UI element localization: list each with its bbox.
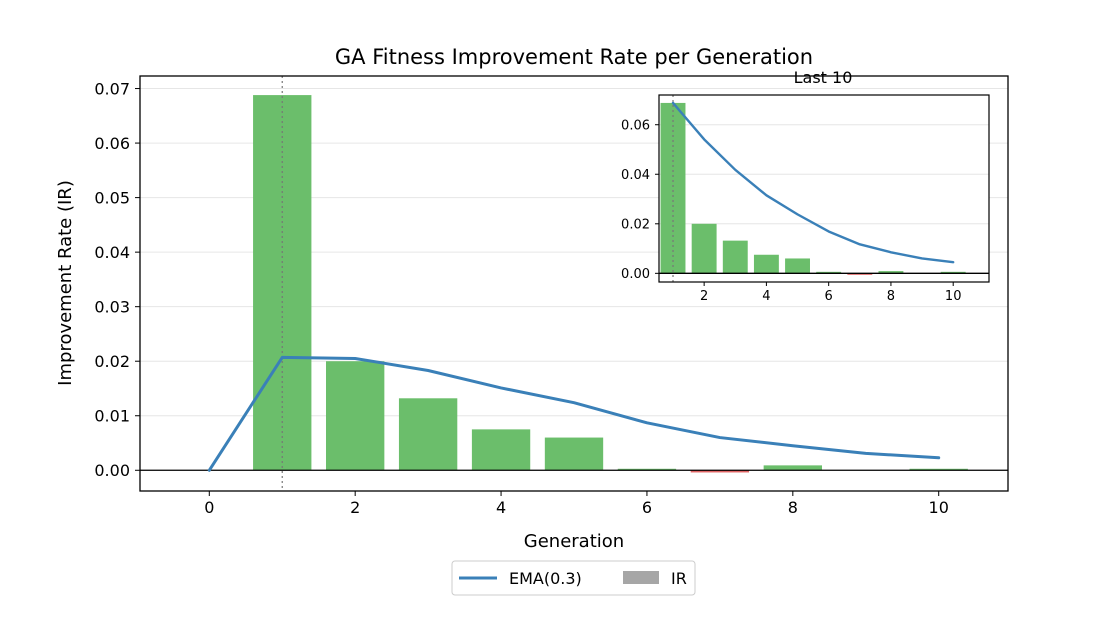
main-chart-title: GA Fitness Improvement Rate per Generati… <box>335 45 813 69</box>
ir-bar <box>398 398 458 471</box>
y-tick-label: 0.06 <box>621 118 650 133</box>
main-y-axis-label: Improvement Rate (IR) <box>55 180 76 386</box>
x-tick-label: 6 <box>642 498 652 517</box>
ema-line <box>207 355 941 472</box>
inset-y-axis-ticks: 0.00 0.02 0.04 0.06 <box>621 118 659 282</box>
ir-bar <box>785 258 810 274</box>
ir-bar <box>940 271 966 274</box>
inset-x-axis-ticks: 2 4 6 8 10 <box>700 282 961 304</box>
ir-bar <box>617 468 677 471</box>
x-tick-label: 2 <box>700 289 708 304</box>
ir-bar <box>722 240 748 274</box>
ir-bar <box>878 271 904 274</box>
x-tick-label: 6 <box>825 289 833 304</box>
y-tick-label: 0.00 <box>94 461 130 480</box>
legend-ir-label: IR <box>671 569 687 588</box>
main-x-axis-ticks: 0 2 4 6 8 10 <box>204 491 949 517</box>
y-tick-label: 0.06 <box>94 134 130 153</box>
y-tick-label: 0.05 <box>94 188 130 207</box>
x-tick-label: 10 <box>945 289 962 304</box>
ir-bar <box>660 102 686 274</box>
main-x-axis-label: Generation <box>524 531 624 552</box>
y-tick-label: 0.02 <box>94 352 130 371</box>
x-tick-label: 4 <box>762 289 770 304</box>
ir-bar <box>471 429 531 471</box>
x-tick-label: 0 <box>204 498 214 517</box>
main-ema-line <box>207 355 941 472</box>
ir-bar <box>816 271 842 274</box>
ir-bar <box>753 254 779 274</box>
ir-bar <box>909 468 968 471</box>
y-tick-label: 0.04 <box>621 168 650 183</box>
ema-line <box>671 101 955 264</box>
inset-ema-line <box>671 101 955 264</box>
x-tick-label: 8 <box>788 498 798 517</box>
y-tick-label: 0.03 <box>94 297 130 316</box>
x-tick-label: 4 <box>496 498 506 517</box>
inset-chart-title: Last 10 <box>794 68 853 87</box>
y-tick-label: 0.04 <box>94 243 130 262</box>
x-tick-label: 10 <box>929 498 949 517</box>
inset-plot-frame <box>658 94 990 283</box>
y-tick-label: 0.02 <box>621 217 650 232</box>
legend-ema-label: EMA(0.3) <box>509 569 582 588</box>
main-y-axis-ticks: 0.00 0.01 0.02 0.03 0.04 0.05 0.06 0.07 <box>94 79 140 480</box>
ir-bar <box>544 437 604 471</box>
ir-bar <box>690 470 750 473</box>
y-tick-label: 0.00 <box>621 267 650 282</box>
main-reference-lines <box>140 76 1008 491</box>
y-tick-label: 0.01 <box>94 407 130 426</box>
legend-frame <box>451 560 696 596</box>
legend: EMA(0.3) IR <box>451 560 696 596</box>
inset-reference-lines <box>659 95 989 282</box>
legend-ir-swatch <box>623 571 659 584</box>
x-tick-label: 8 <box>887 289 895 304</box>
ir-bar <box>691 223 717 274</box>
ir-bar <box>847 273 873 275</box>
x-tick-label: 2 <box>350 498 360 517</box>
main-plot-frame <box>139 75 1009 492</box>
ir-bar <box>326 361 385 471</box>
y-tick-label: 0.07 <box>94 79 130 98</box>
ir-bar <box>763 465 822 471</box>
